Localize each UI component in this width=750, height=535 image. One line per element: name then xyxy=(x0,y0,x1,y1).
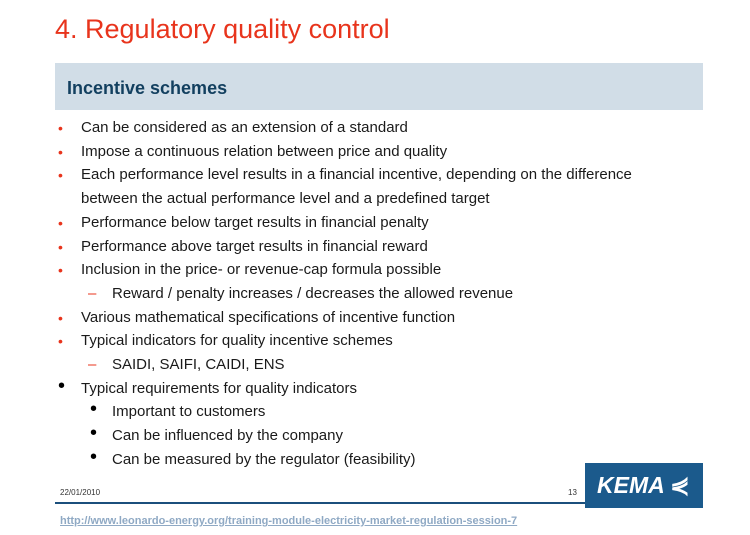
list-item: • Typical requirements for quality indica… xyxy=(58,375,357,401)
bullet-icon: • xyxy=(90,445,98,468)
bullet-icon: • xyxy=(58,309,63,326)
list-item: • Can be measured by the regulator (feasi… xyxy=(90,446,416,472)
slide-title: 4. Regulatory quality control xyxy=(55,14,390,44)
list-item: • Various mathematical specifications of … xyxy=(58,306,456,330)
list-item-text: Performance below target results in fina… xyxy=(81,213,429,231)
bullet-icon: • xyxy=(90,422,98,445)
list-item-text: Impose a continuous relation between pri… xyxy=(81,142,448,160)
kema-mark-icon: ⋞ xyxy=(670,472,690,498)
list-item: – Reward / penalty increases / decreases … xyxy=(88,282,514,306)
dash-bullet-icon: – xyxy=(88,356,97,373)
list-item: • Inclusion in the price- or revenue-cap … xyxy=(58,258,442,282)
bullet-icon: • xyxy=(58,262,63,279)
list-item-text: Typical requirements for quality indicat… xyxy=(81,379,357,397)
page-number: 13 xyxy=(568,488,577,497)
list-item-text: Reward / penalty increases / decreases t… xyxy=(112,284,514,302)
list-item-text: between the actual performance level and… xyxy=(81,190,490,208)
bullet-icon: • xyxy=(58,374,66,397)
list-item-text: Each performance level results in a fina… xyxy=(81,166,632,184)
footer-divider xyxy=(55,502,585,504)
list-item-text: Can be influenced by the company xyxy=(112,427,343,445)
list-item: • Performance above target results in fin… xyxy=(58,235,428,259)
section-title: Incentive schemes xyxy=(67,78,228,98)
bullet-icon: • xyxy=(58,214,63,231)
list-item: • Can be influenced by the company xyxy=(90,422,343,448)
list-item-text: Important to customers xyxy=(112,403,266,421)
bullet-icon: • xyxy=(58,238,63,255)
list-item: between the actual performance level and… xyxy=(81,187,490,211)
list-item-text: SAIDI, SAIFI, CAIDI, ENS xyxy=(112,356,285,373)
dash-bullet-icon: – xyxy=(88,284,97,302)
list-item-text: Various mathematical specifications of i… xyxy=(81,308,456,326)
kema-logo: KEMA ⋞ xyxy=(585,463,703,508)
list-item: • Important to customers xyxy=(90,398,266,424)
bullet-icon: • xyxy=(58,143,63,160)
list-item-text: Performance above target results in fina… xyxy=(81,237,428,255)
section-header: Incentive schemes xyxy=(55,63,703,110)
list-item-text: Typical indicators for quality incentive… xyxy=(81,332,393,350)
list-item: • Typical indicators for quality incentiv… xyxy=(58,329,393,353)
bullet-icon: • xyxy=(58,167,63,184)
list-item-text: Can be considered as an extension of a s… xyxy=(81,119,408,136)
list-item: • Can be considered as an extension of a … xyxy=(58,116,408,140)
bullet-icon: • xyxy=(58,333,63,350)
bullet-icon: • xyxy=(58,120,63,136)
list-item: – SAIDI, SAIFI, CAIDI, ENS xyxy=(88,353,285,377)
list-item-text: Inclusion in the price- or revenue-cap f… xyxy=(81,261,442,279)
list-item: • Performance below target results in fin… xyxy=(58,211,429,235)
bullet-icon: • xyxy=(90,398,98,421)
source-link[interactable]: http://www.leonardo-energy.org/training-… xyxy=(60,515,518,527)
list-item-text: Can be measured by the regulator (feasib… xyxy=(112,450,416,468)
list-item: • Each performance level results in a fin… xyxy=(58,163,632,187)
list-item: • Impose a continuous relation between pr… xyxy=(58,140,448,164)
footer-date: 22/01/2010 xyxy=(60,488,101,497)
